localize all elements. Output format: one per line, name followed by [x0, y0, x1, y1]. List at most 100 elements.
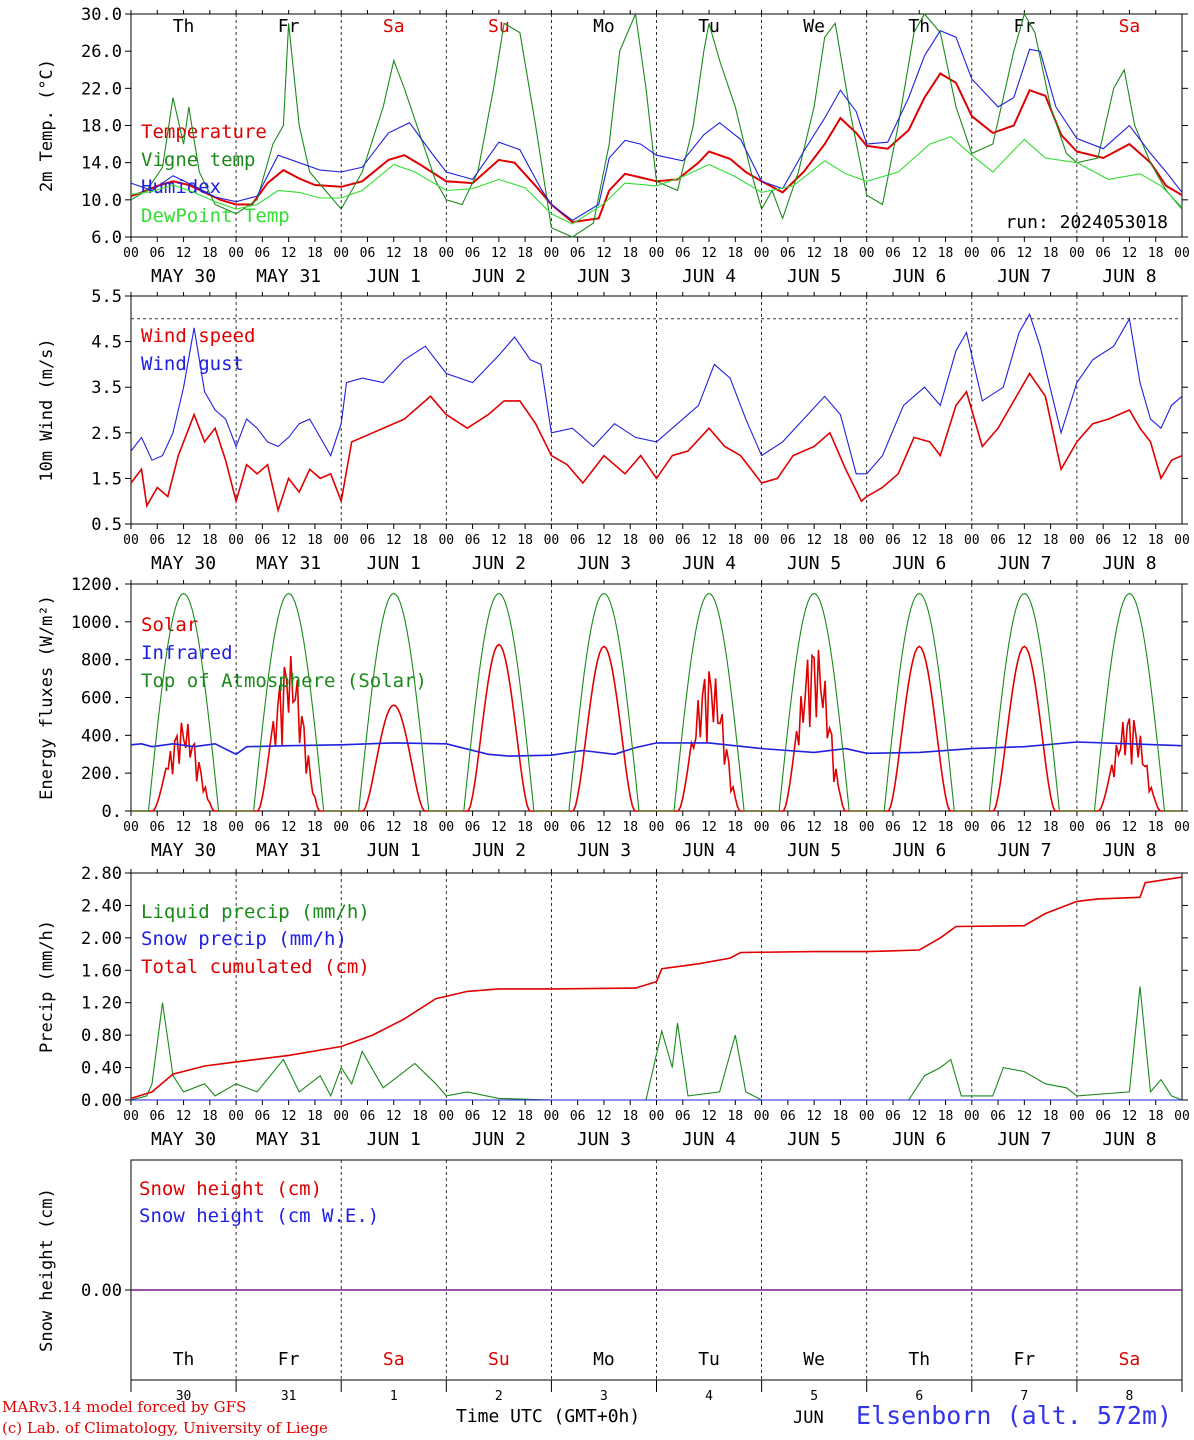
series-line [130, 876, 1183, 1100]
day-number: 2 [495, 1389, 503, 1400]
date-label: JUN 3 [577, 266, 631, 287]
y-tick-label: 600. [81, 689, 122, 709]
x-tick-label: 18 [202, 820, 218, 835]
x-tick-label: 12 [1017, 820, 1033, 835]
x-tick-label: 06 [780, 1109, 796, 1124]
date-label: JUN 7 [997, 840, 1051, 861]
x-tick-label: 00 [754, 533, 770, 548]
x-tick-label: 00 [333, 820, 349, 835]
date-label: JUN 4 [682, 553, 736, 574]
x-tick-label: 06 [780, 246, 796, 261]
y-tick-label: 1.60 [81, 961, 122, 981]
date-label: JUN 8 [1102, 553, 1156, 574]
date-label: MAY 30 [151, 553, 216, 574]
weekday-label: Tu [698, 16, 720, 37]
date-label: JUN 6 [892, 266, 946, 287]
x-tick-label: 00 [1174, 820, 1190, 835]
x-tick-label: 12 [386, 246, 402, 261]
x-tick-label: 06 [1095, 1109, 1111, 1124]
y-tick-label: 6.0 [91, 228, 122, 248]
x-tick-label: 06 [990, 1109, 1006, 1124]
time-axis-label: Time UTC (GMT+0h) [456, 1406, 641, 1427]
x-tick-label: 18 [517, 246, 533, 261]
x-tick-label: 12 [1017, 533, 1033, 548]
x-tick-label: 00 [544, 1109, 560, 1124]
x-tick-label: 18 [727, 533, 743, 548]
x-tick-label: 12 [176, 1109, 192, 1124]
date-label: MAY 31 [256, 840, 321, 861]
x-tick-label: 12 [596, 533, 612, 548]
x-tick-label: 18 [1148, 533, 1164, 548]
y-axis-label: Energy fluxes (W/m²) [37, 595, 57, 800]
x-tick-label: 12 [806, 533, 822, 548]
x-tick-label: 06 [360, 820, 376, 835]
date-label: JUN 8 [1102, 840, 1156, 861]
legend-entry: Vigne temp [141, 149, 255, 171]
x-tick-label: 00 [333, 533, 349, 548]
x-tick-label: 12 [1122, 820, 1138, 835]
weekday-label: Su [488, 1349, 510, 1370]
x-tick-label: 00 [1069, 1109, 1085, 1124]
x-tick-label: 12 [491, 533, 507, 548]
weekday-label: Th [173, 16, 195, 37]
x-tick-label: 12 [281, 533, 297, 548]
weekday-label: Sa [1119, 1349, 1141, 1370]
x-tick-label: 12 [806, 820, 822, 835]
date-label: JUN 3 [577, 1129, 631, 1150]
series-line [130, 11, 1183, 238]
x-tick-label: 06 [885, 533, 901, 548]
x-tick-label: 12 [176, 820, 192, 835]
x-tick-label: 00 [438, 820, 454, 835]
x-tick-label: 00 [228, 533, 244, 548]
meteogram: 6.0 10.0 14.0 18.0 22.0 26.0 30.0 2m Temp. (°C)… [37, 5, 1190, 1400]
x-tick-label: 18 [1148, 1109, 1164, 1124]
x-tick-label: 18 [202, 246, 218, 261]
x-tick-label: 12 [701, 1109, 717, 1124]
y-tick-label: 2.5 [91, 424, 122, 444]
x-tick-label: 00 [123, 246, 139, 261]
x-tick-label: 18 [833, 246, 849, 261]
y-tick-label: 2.80 [81, 864, 122, 884]
x-tick-label: 00 [964, 246, 980, 261]
weekday-label: Sa [1119, 16, 1141, 37]
x-tick-label: 12 [701, 246, 717, 261]
weekday-label: Fr [278, 1349, 300, 1370]
weekday-label: Th [173, 1349, 195, 1370]
date-label: JUN 6 [892, 1129, 946, 1150]
date-label: JUN 1 [367, 553, 421, 574]
x-tick-label: 06 [465, 246, 481, 261]
y-tick-label: 1.20 [81, 994, 122, 1014]
x-tick-label: 06 [990, 533, 1006, 548]
y-tick-label: 22.0 [81, 79, 122, 99]
x-tick-label: 06 [1095, 246, 1111, 261]
y-tick-label: 2.00 [81, 929, 122, 949]
date-label: JUN 7 [997, 553, 1051, 574]
x-tick-label: 00 [859, 246, 875, 261]
x-tick-label: 18 [412, 1109, 428, 1124]
x-tick-label: 18 [1148, 246, 1164, 261]
month-label: JUN [793, 1408, 824, 1428]
weekday-label: Sa [383, 16, 405, 37]
date-label: JUN 5 [787, 553, 841, 574]
x-tick-label: 18 [1043, 533, 1059, 548]
day-number: 4 [705, 1389, 713, 1400]
legend-entry: Total cumulated (cm) [141, 956, 370, 978]
x-tick-label: 12 [281, 820, 297, 835]
weekday-label: Mo [593, 16, 615, 37]
x-tick-label: 18 [1148, 820, 1164, 835]
legend-entry: DewPoint Temp [141, 205, 290, 227]
legend-entry: Liquid precip (mm/h) [141, 901, 370, 923]
x-tick-label: 00 [544, 820, 560, 835]
x-tick-label: 18 [412, 533, 428, 548]
x-tick-label: 12 [386, 820, 402, 835]
date-label: MAY 30 [151, 1129, 216, 1150]
y-axis-label: 10m Wind (m/s) [37, 338, 57, 481]
series-line [130, 312, 1183, 475]
y-tick-label: 0.00 [81, 1091, 122, 1111]
series-line [130, 372, 1183, 514]
legend-entry: Solar [141, 614, 198, 636]
x-tick-label: 12 [911, 1109, 927, 1124]
date-label: JUN 2 [472, 1129, 526, 1150]
x-tick-label: 00 [123, 533, 139, 548]
y-tick-label: 1.5 [91, 469, 122, 489]
